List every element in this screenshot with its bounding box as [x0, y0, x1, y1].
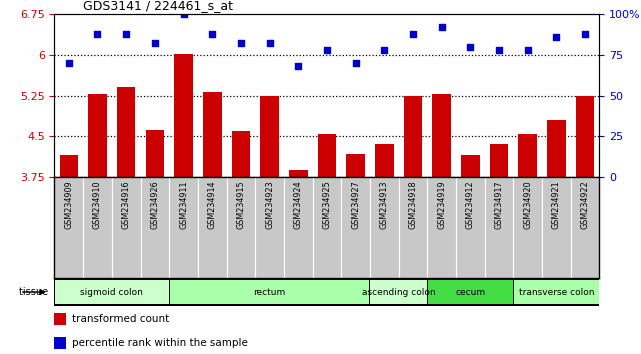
Point: [63, 60, 74, 66]
Bar: [83, 177, 112, 278]
Text: GSM234915: GSM234915: [237, 180, 246, 229]
Point: [121, 31, 131, 36]
Bar: [54, 337, 67, 349]
Bar: [370, 177, 399, 278]
Point: [522, 47, 533, 53]
Bar: [170, 280, 369, 304]
Bar: [198, 177, 226, 278]
Text: GSM234917: GSM234917: [494, 180, 503, 229]
Text: transformed count: transformed count: [72, 314, 169, 324]
Text: GSM234925: GSM234925: [322, 180, 331, 229]
Text: GSM234923: GSM234923: [265, 180, 274, 229]
Point: [293, 63, 303, 69]
Text: GSM234919: GSM234919: [437, 180, 446, 229]
Text: sigmoid colon: sigmoid colon: [80, 287, 144, 297]
Bar: [317, 133, 337, 177]
Bar: [60, 155, 78, 177]
Text: GSM234922: GSM234922: [581, 180, 590, 229]
Bar: [112, 177, 140, 278]
Bar: [341, 177, 370, 278]
Point: [150, 41, 160, 46]
Bar: [255, 177, 284, 278]
Bar: [399, 177, 428, 278]
Point: [379, 47, 389, 53]
Point: [92, 31, 103, 36]
Bar: [428, 280, 513, 304]
Text: GSM234912: GSM234912: [466, 180, 475, 229]
Bar: [54, 313, 67, 325]
Bar: [140, 177, 169, 278]
Bar: [260, 96, 279, 177]
Text: transverse colon: transverse colon: [519, 287, 594, 297]
Text: GSM234911: GSM234911: [179, 180, 188, 229]
Bar: [313, 177, 341, 278]
Bar: [428, 177, 456, 278]
Bar: [284, 177, 313, 278]
Text: rectum: rectum: [253, 287, 286, 297]
Point: [207, 31, 217, 36]
Point: [551, 34, 562, 40]
Point: [494, 47, 504, 53]
Bar: [456, 177, 485, 278]
Bar: [519, 133, 537, 177]
Bar: [203, 92, 222, 177]
Bar: [375, 144, 394, 177]
Text: GSM234921: GSM234921: [552, 180, 561, 229]
Point: [437, 24, 447, 30]
Text: GSM234909: GSM234909: [64, 180, 73, 229]
Text: GSM234920: GSM234920: [523, 180, 532, 229]
Text: tissue: tissue: [19, 287, 51, 297]
Bar: [117, 87, 135, 177]
Point: [351, 60, 361, 66]
Bar: [289, 170, 308, 177]
Bar: [346, 154, 365, 177]
Bar: [485, 177, 513, 278]
Bar: [146, 130, 164, 177]
Point: [408, 31, 418, 36]
Point: [178, 11, 188, 17]
Text: GSM234914: GSM234914: [208, 180, 217, 229]
Text: GDS3141 / 224461_s_at: GDS3141 / 224461_s_at: [83, 0, 233, 12]
Text: GSM234910: GSM234910: [93, 180, 102, 229]
Bar: [54, 177, 83, 278]
Point: [322, 47, 332, 53]
Point: [265, 41, 275, 46]
Bar: [404, 96, 422, 177]
Bar: [88, 94, 107, 177]
Bar: [432, 94, 451, 177]
Bar: [169, 177, 198, 278]
Text: cecum: cecum: [455, 287, 485, 297]
Bar: [547, 120, 565, 177]
Bar: [570, 177, 599, 278]
Point: [580, 31, 590, 36]
Text: GSM234926: GSM234926: [151, 180, 160, 229]
Bar: [226, 177, 255, 278]
Bar: [514, 280, 599, 304]
Bar: [490, 144, 508, 177]
Bar: [513, 177, 542, 278]
Text: ascending colon: ascending colon: [362, 287, 435, 297]
Text: percentile rank within the sample: percentile rank within the sample: [72, 338, 248, 348]
Bar: [461, 155, 479, 177]
Bar: [55, 280, 169, 304]
Text: GSM234924: GSM234924: [294, 180, 303, 229]
Text: GSM234913: GSM234913: [379, 180, 388, 229]
Bar: [370, 280, 427, 304]
Bar: [174, 54, 193, 177]
Text: GSM234916: GSM234916: [122, 180, 131, 229]
Bar: [231, 131, 250, 177]
Point: [465, 44, 476, 50]
Bar: [576, 96, 594, 177]
Bar: [542, 177, 570, 278]
Text: GSM234927: GSM234927: [351, 180, 360, 229]
Point: [236, 41, 246, 46]
Text: GSM234918: GSM234918: [408, 180, 417, 229]
